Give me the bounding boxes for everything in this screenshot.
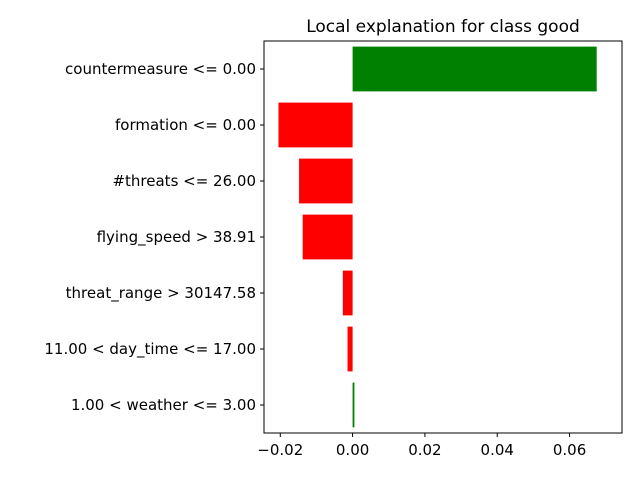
- bar-4: [342, 270, 353, 316]
- bar-5: [347, 326, 353, 372]
- x-tick-label: 0.02: [408, 441, 441, 459]
- bar-1: [278, 102, 353, 148]
- category-labels: countermeasure <= 0.00 formation <= 0.00 #…: [44, 60, 264, 414]
- plot-frame: [263, 40, 623, 434]
- bars-group: [278, 46, 597, 428]
- x-tick-label: 0.04: [481, 441, 514, 459]
- bar-6: [352, 382, 355, 428]
- chart-title: Local explanation for class good: [306, 17, 580, 37]
- category-label: #threats <= 26.00: [112, 172, 256, 190]
- category-label: flying_speed > 38.91: [97, 228, 256, 247]
- category-label: threat_range > 30147.58: [66, 284, 256, 303]
- bar-2: [299, 158, 353, 204]
- x-tick-label: 0.00: [336, 441, 369, 459]
- category-label: formation <= 0.00: [115, 116, 256, 134]
- bar-3: [302, 214, 353, 260]
- category-label: countermeasure <= 0.00: [65, 60, 256, 78]
- x-tick-label: −0.02: [257, 441, 303, 459]
- bar-0: [352, 46, 597, 92]
- category-label: 11.00 < day_time <= 17.00: [44, 340, 256, 359]
- x-axis-ticks: −0.02 0.00 0.02 0.04 0.06: [257, 433, 586, 459]
- category-label: 1.00 < weather <= 3.00: [71, 396, 256, 414]
- x-tick-label: 0.06: [553, 441, 586, 459]
